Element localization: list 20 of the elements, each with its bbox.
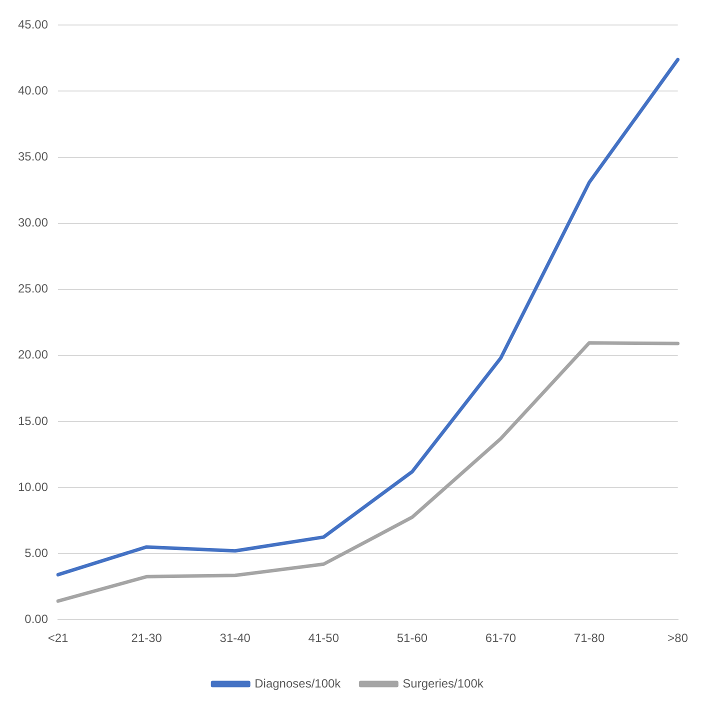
x-tick-label: <21 [48, 631, 69, 646]
y-tick-label: 5.00 [24, 546, 48, 560]
y-tick-label: 25.00 [18, 282, 48, 296]
x-tick-label: 71-80 [574, 631, 605, 646]
y-tick-label: 35.00 [18, 150, 48, 164]
y-tick-label: 40.00 [18, 84, 48, 98]
x-tick-label: 61-70 [485, 631, 516, 646]
x-tick-label: 31-40 [220, 631, 251, 646]
x-tick-label: 51-60 [396, 631, 428, 646]
x-tick-label: 21-30 [131, 631, 162, 646]
legend-label: Surgeries/100k [402, 676, 484, 690]
x-tick-label: 41-50 [308, 631, 340, 646]
y-tick-label: 20.00 [18, 348, 48, 362]
legend-label: Diagnoses/100k [254, 676, 342, 690]
x-tick-label: >80 [668, 631, 688, 646]
y-tick-label: 0.00 [24, 612, 48, 626]
y-tick-label: 10.00 [18, 480, 48, 494]
y-tick-label: 30.00 [18, 216, 48, 230]
y-tick-label: 45.00 [18, 18, 48, 32]
y-tick-label: 15.00 [18, 414, 48, 428]
